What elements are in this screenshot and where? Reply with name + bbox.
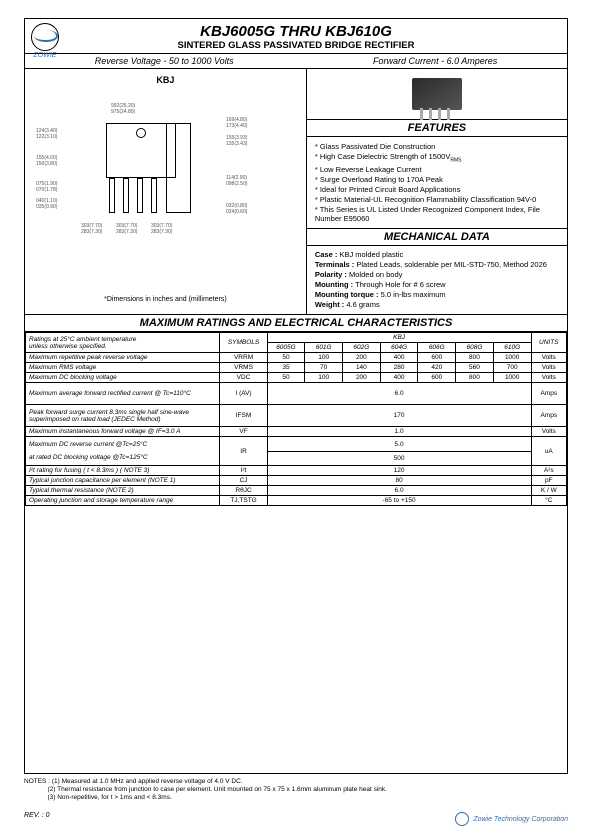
dim-label: 135(3.43)	[226, 141, 247, 147]
package-diagram: 124(3.40) 122(3.10) 155(4.00) 150(3.80) …	[31, 93, 300, 278]
notes-label: NOTES :	[24, 778, 50, 785]
footer-logo: Zowie Technology Corporation	[455, 812, 568, 826]
main-title: KBJ6005G THRU KBJ610G	[25, 23, 567, 40]
dim-label: 975(24.80)	[111, 109, 135, 115]
feature-item: * High Case Dielectric Strength of 1500V…	[315, 152, 559, 164]
diagram-column: KBJ 124(3.40) 122(3.10) 155(4.00) 150(3.…	[25, 69, 307, 314]
dim-label: 070(1.78)	[36, 187, 57, 193]
specs-line: Reverse Voltage - 50 to 1000 Volts Forwa…	[25, 54, 567, 69]
dim-label: 283(7.30)	[151, 229, 172, 235]
dim-label: 024(0.60)	[226, 209, 247, 215]
feature-item: * Surge Overload Rating to 170A Peak	[315, 175, 559, 184]
feature-item: * Glass Passivated Die Construction	[315, 142, 559, 151]
feature-item: * This Series is UL Listed Under Recogni…	[315, 205, 559, 223]
dimensions-note: *Dimensions in inches and (millimeters)	[31, 296, 300, 303]
dim-label: 173(4.40)	[226, 123, 247, 129]
note-2: (2) Thermal resistance from junction to …	[47, 786, 387, 793]
product-image	[307, 69, 567, 119]
logo-area: ZOWIE	[31, 23, 59, 59]
right-column: FEATURES * Glass Passivated Die Construc…	[307, 69, 567, 314]
mid-row: KBJ 124(3.40) 122(3.10) 155(4.00) 150(3.…	[25, 69, 567, 315]
reverse-voltage: Reverse Voltage - 50 to 1000 Volts	[95, 56, 234, 66]
features-list: * Glass Passivated Die Construction* Hig…	[307, 137, 567, 228]
mechanical-data: Case : KBJ molded plastic Terminals : Pl…	[307, 246, 567, 315]
dim-label: 150(3.80)	[36, 161, 57, 167]
dim-label: 035(0.90)	[36, 204, 57, 210]
dim-label: 122(3.10)	[36, 134, 57, 140]
feature-item: * Low Reverse Leakage Current	[315, 165, 559, 174]
footer-logo-icon	[455, 812, 469, 826]
ratings-header: MAXIMUM RATINGS AND ELECTRICAL CHARACTER…	[25, 315, 567, 332]
dim-label: 283(7.30)	[116, 229, 137, 235]
features-header: FEATURES	[307, 119, 567, 137]
footer: REV. : 0 Zowie Technology Corporation	[24, 812, 568, 826]
note-3: (3) Non-repetitive, for t > 1ms and < 8.…	[47, 794, 171, 801]
package-label: KBJ	[31, 75, 300, 85]
logo-icon	[31, 23, 59, 51]
title-block: ZOWIE KBJ6005G THRU KBJ610G SINTERED GLA…	[25, 19, 567, 54]
feature-item: * Plastic Material-UL Recognition Flamma…	[315, 195, 559, 204]
forward-current: Forward Current - 6.0 Amperes	[373, 56, 497, 66]
dim-label: 283(7.30)	[81, 229, 102, 235]
notes-block: NOTES : (1) Measured at 1.0 MHz and appl…	[24, 778, 568, 802]
outer-border: ZOWIE KBJ6005G THRU KBJ610G SINTERED GLA…	[24, 18, 568, 774]
ratings-table: Ratings at 25°C ambient temperatureunles…	[25, 332, 567, 506]
subtitle: SINTERED GLASS PASSIVATED BRIDGE RECTIFI…	[25, 40, 567, 51]
mechanical-header: MECHANICAL DATA	[307, 228, 567, 246]
rev-label: REV. : 0	[24, 812, 50, 826]
feature-item: * Ideal for Printed Circuit Board Applic…	[315, 185, 559, 194]
logo-text: ZOWIE	[31, 52, 59, 59]
footer-company: Zowie Technology Corporation	[473, 816, 568, 823]
note-1: (1) Measured at 1.0 MHz and applied reve…	[52, 778, 243, 785]
datasheet-page: ZOWIE KBJ6005G THRU KBJ610G SINTERED GLA…	[0, 0, 592, 840]
dim-label: 098(2.50)	[226, 181, 247, 187]
